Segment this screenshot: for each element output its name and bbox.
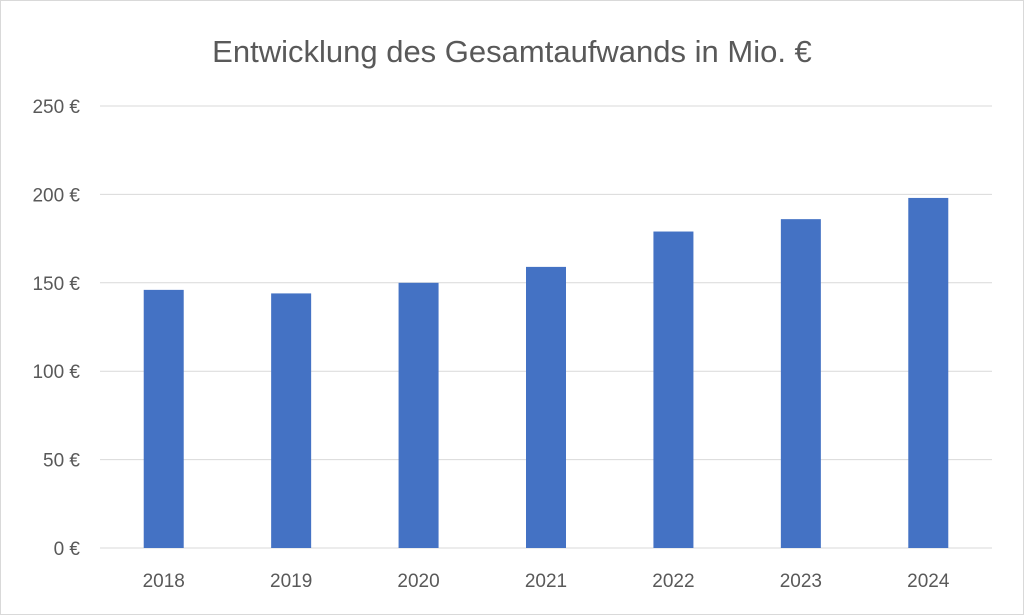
y-tick-label: 250 € <box>32 97 80 118</box>
bar-2022 <box>653 231 694 548</box>
x-tick-label: 2024 <box>907 571 950 592</box>
y-tick-label: 150 € <box>32 274 80 295</box>
x-tick-label: 2020 <box>397 571 439 592</box>
x-tick-label: 2019 <box>270 571 312 592</box>
x-tick-label: 2018 <box>143 571 185 592</box>
x-tick-label: 2022 <box>652 571 694 592</box>
bar-2021 <box>526 266 566 548</box>
y-tick-label: 200 € <box>32 185 80 206</box>
bar-2023 <box>780 219 821 549</box>
bars <box>143 197 949 549</box>
y-tick-label: 50 € <box>43 451 80 472</box>
chart-title: Entwicklung des Gesamtaufwands in Mio. € <box>212 34 812 69</box>
y-axis: 0 € 50 € 100 € 150 € 200 € 250 € <box>32 97 80 560</box>
bar-2020 <box>398 282 439 548</box>
x-tick-label: 2021 <box>525 571 567 592</box>
bar-2018 <box>143 289 184 548</box>
bar-2024 <box>908 197 949 548</box>
gridlines <box>100 105 992 549</box>
bar-2019 <box>271 293 312 548</box>
x-tick-label: 2023 <box>780 571 822 592</box>
x-axis: 2018 2019 2020 2021 2022 2023 2024 <box>143 571 950 592</box>
y-tick-label: 100 € <box>32 362 80 383</box>
y-tick-label: 0 € <box>54 539 81 560</box>
